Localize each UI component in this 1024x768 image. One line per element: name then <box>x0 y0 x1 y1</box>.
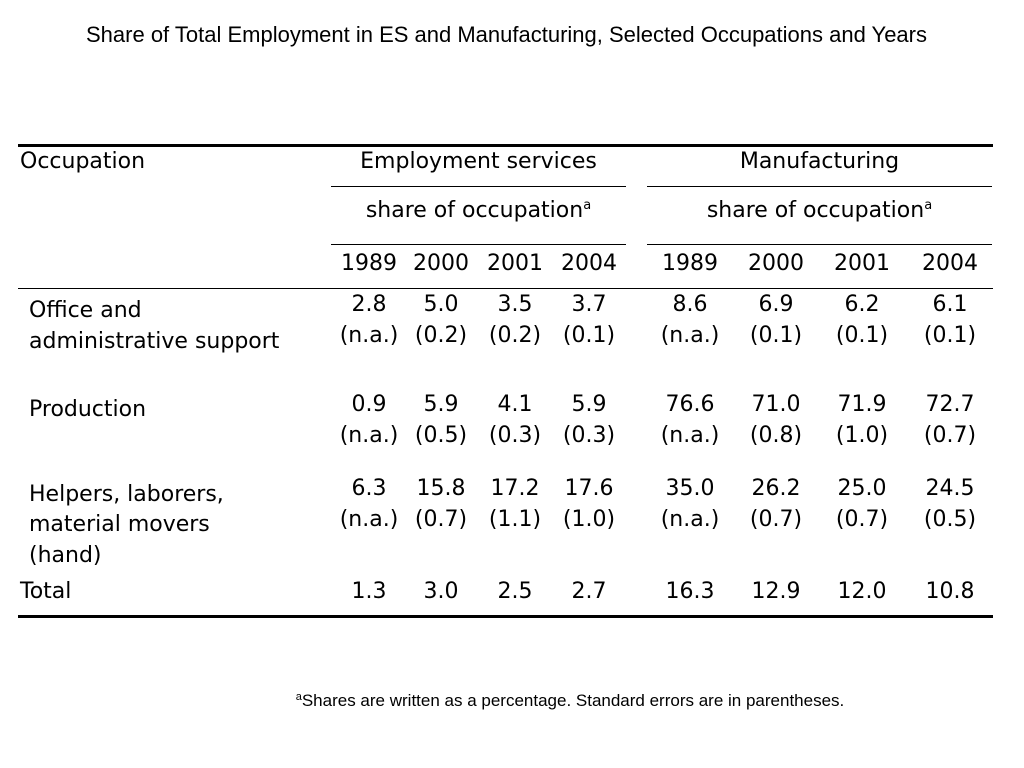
table-cell-error: (n.a.) <box>339 323 399 348</box>
table-cell-error: (0.8) <box>749 423 803 448</box>
occupation-column-header: Occupation <box>20 149 146 174</box>
header-bottom-rule <box>18 288 993 289</box>
year-header: 2001 <box>834 251 890 276</box>
table-cell-error: (0.2) <box>488 323 542 348</box>
table-cell-error: (0.2) <box>414 323 468 348</box>
table-cell-value: 26.2 <box>751 476 801 501</box>
year-header: 1989 <box>662 251 718 276</box>
table-cell-value: 8.6 <box>672 292 708 317</box>
table-cell-error: (0.7) <box>923 423 977 448</box>
year-header: 2000 <box>748 251 804 276</box>
table-cell-error: (1.1) <box>488 507 542 532</box>
table-cell-error: (0.1) <box>835 323 889 348</box>
table-cell-value: 6.1 <box>932 292 968 317</box>
table-cell-error: (0.1) <box>562 323 616 348</box>
table-cell-value: 35.0 <box>665 476 715 501</box>
employment-services-rule <box>331 186 626 187</box>
table-cell-value: 76.6 <box>665 392 715 417</box>
row-label-helpers-laborers: Helpers, laborers, <box>29 482 224 507</box>
row-label-total: Total <box>20 579 72 604</box>
table-bottom-rule <box>18 615 993 618</box>
table-cell-error: (0.1) <box>749 323 803 348</box>
table-cell-value: 5.0 <box>423 292 459 317</box>
table-top-rule <box>18 144 993 147</box>
row-label-production: Production <box>29 397 147 422</box>
total-cell-value: 10.8 <box>925 579 975 604</box>
total-cell-value: 12.0 <box>837 579 887 604</box>
total-cell-value: 2.7 <box>571 579 607 604</box>
table-cell-error: (0.1) <box>923 323 977 348</box>
year-header: 2000 <box>413 251 469 276</box>
row-label-helpers-laborers: material movers <box>29 512 210 537</box>
table-cell-error: (n.a.) <box>339 507 399 532</box>
employment-services-header: Employment services <box>360 149 597 174</box>
manufacturing-subheader: share of occupationa <box>706 198 933 223</box>
table-cell-value: 5.9 <box>571 392 607 417</box>
table-cell-value: 17.2 <box>490 476 540 501</box>
table-cell-error: (1.0) <box>835 423 889 448</box>
footnote-text: Shares are written as a percentage. Stan… <box>301 691 845 710</box>
table-cell-error: (0.7) <box>749 507 803 532</box>
table-cell-error: (n.a.) <box>660 323 720 348</box>
total-cell-value: 3.0 <box>423 579 459 604</box>
table-cell-value: 24.5 <box>925 476 975 501</box>
employment-services-year-rule <box>331 244 626 245</box>
table-cell-error: (n.a.) <box>660 507 720 532</box>
total-cell-value: 16.3 <box>665 579 715 604</box>
footnote: aShares are written as a percentage. Sta… <box>0 690 1024 712</box>
table-cell-value: 3.5 <box>497 292 533 317</box>
table-cell-error: (0.5) <box>923 507 977 532</box>
table-cell-error: (0.3) <box>562 423 616 448</box>
employment-services-subheader: share of occupationa <box>365 198 592 223</box>
table-cell-value: 2.8 <box>351 292 387 317</box>
year-header: 2004 <box>561 251 617 276</box>
table-cell-value: 3.7 <box>571 292 607 317</box>
row-label-helpers-laborers: (hand) <box>29 543 102 568</box>
slide-title: Share of Total Employment in ES and Manu… <box>86 22 927 47</box>
table-cell-error: (n.a.) <box>339 423 399 448</box>
manufacturing-header: Manufacturing <box>739 149 900 174</box>
manufacturing-rule <box>647 186 992 187</box>
row-label-office-admin: administrative support <box>29 329 280 354</box>
table-cell-error: (1.0) <box>562 507 616 532</box>
table-cell-value: 0.9 <box>351 392 387 417</box>
total-cell-value: 1.3 <box>351 579 387 604</box>
manufacturing-year-rule <box>647 244 992 245</box>
table-cell-value: 6.2 <box>844 292 880 317</box>
table-cell-error: (0.7) <box>414 507 468 532</box>
footnote-marker: a <box>295 691 302 703</box>
table-cell-value: 4.1 <box>497 392 533 417</box>
table-cell-value: 15.8 <box>416 476 466 501</box>
year-header: 2001 <box>487 251 543 276</box>
year-header: 1989 <box>341 251 397 276</box>
table-cell-error: (0.3) <box>488 423 542 448</box>
row-label-office-admin: Office and <box>29 298 142 323</box>
table-cell-value: 6.3 <box>351 476 387 501</box>
total-cell-value: 12.9 <box>751 579 801 604</box>
table-cell-value: 6.9 <box>758 292 794 317</box>
table-cell-value: 71.0 <box>751 392 801 417</box>
table-cell-error: (n.a.) <box>660 423 720 448</box>
table-cell-error: (0.5) <box>414 423 468 448</box>
table-cell-value: 25.0 <box>837 476 887 501</box>
table-cell-value: 71.9 <box>837 392 887 417</box>
table-cell-value: 5.9 <box>423 392 459 417</box>
total-cell-value: 2.5 <box>497 579 533 604</box>
table-cell-error: (0.7) <box>835 507 889 532</box>
table-cell-value: 72.7 <box>925 392 975 417</box>
table-cell-value: 17.6 <box>564 476 614 501</box>
year-header: 2004 <box>922 251 978 276</box>
